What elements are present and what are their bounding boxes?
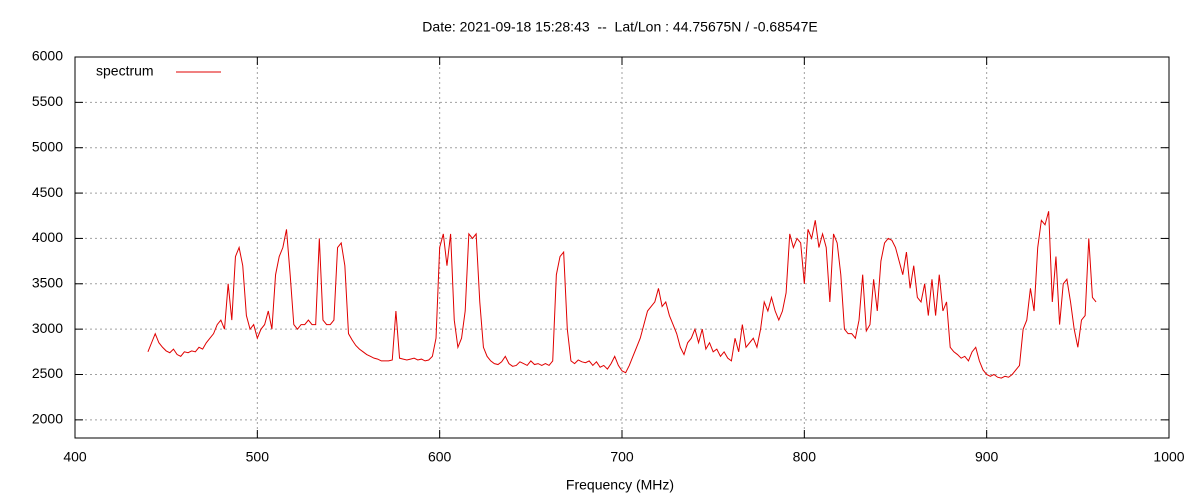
y-tick-label: 6000: [32, 48, 63, 64]
y-tick-label: 4000: [32, 229, 63, 245]
y-tick-label: 3000: [32, 320, 63, 336]
y-tick-label: 2500: [32, 365, 63, 381]
x-tick-label: 700: [610, 449, 634, 465]
x-tick-label: 500: [246, 449, 270, 465]
x-tick-label: 1000: [1153, 449, 1184, 465]
y-tick-label: 3500: [32, 274, 63, 290]
y-tick-label: 5500: [32, 93, 63, 109]
x-tick-label: 800: [793, 449, 817, 465]
y-tick-label: 2000: [32, 411, 63, 427]
chart-title: Date: 2021-09-18 15:28:43 -- Lat/Lon : 4…: [422, 19, 817, 35]
x-tick-label: 600: [428, 449, 452, 465]
legend-label: spectrum: [96, 63, 154, 79]
y-tick-label: 5000: [32, 138, 63, 154]
series-line: [147, 211, 1097, 379]
x-axis-label: Frequency (MHz): [566, 477, 674, 493]
plot-frame: [74, 56, 1170, 439]
x-tick-label: 400: [63, 449, 87, 465]
x-tick-label: 900: [975, 449, 999, 465]
y-tick-label: 4500: [32, 184, 63, 200]
